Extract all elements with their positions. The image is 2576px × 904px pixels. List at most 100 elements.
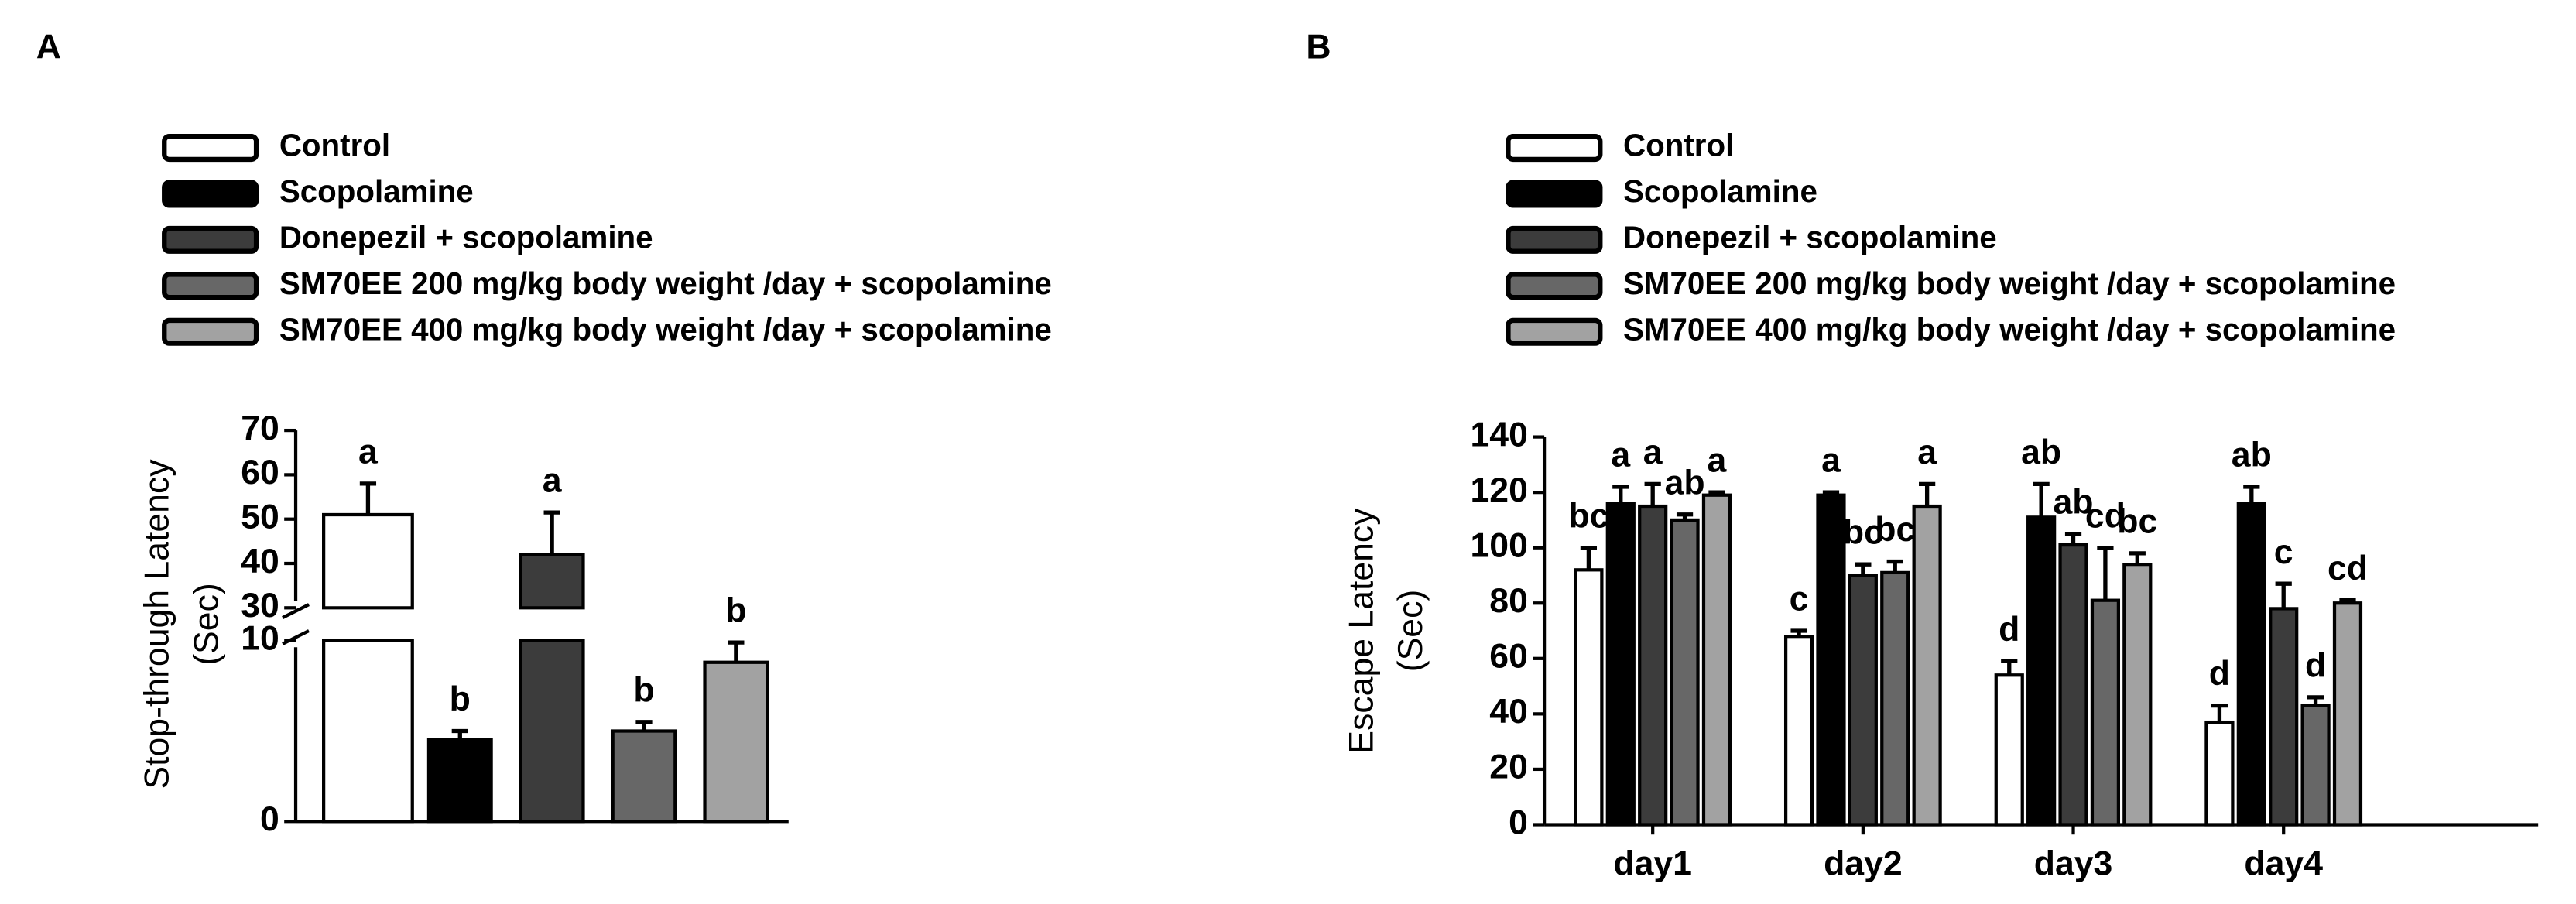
- x-tick-label: day4: [2244, 844, 2323, 882]
- bar: [1816, 493, 1846, 827]
- error-bar: [1580, 546, 1598, 570]
- bar: [611, 729, 677, 824]
- bar: [1670, 518, 1700, 827]
- y-tick-label: 50: [241, 498, 279, 536]
- data-label: b: [725, 592, 746, 630]
- legend-label: Donepezil + scopolamine: [279, 220, 653, 255]
- data-label: a: [1821, 442, 1841, 480]
- y-axis-label: Escape Latency: [1342, 508, 1380, 754]
- bar: [519, 553, 585, 824]
- error-bar: [543, 510, 560, 555]
- legend-label: Control: [279, 128, 390, 163]
- axis-break: [282, 603, 310, 645]
- y-tick-label: 60: [241, 454, 279, 491]
- error-bar: [2243, 485, 2260, 504]
- error-bar: [359, 481, 377, 515]
- error-bar: [1855, 562, 1872, 576]
- data-label: bc: [1875, 511, 1915, 549]
- data-label: bc: [1568, 497, 1608, 535]
- error-bar: [2033, 481, 2050, 518]
- error-bar: [2064, 532, 2082, 546]
- legend-label: Scopolamine: [279, 173, 474, 209]
- bar: [426, 738, 493, 824]
- bar: [2236, 502, 2266, 827]
- data-label: cd: [2328, 550, 2368, 587]
- data-label: bc: [1843, 514, 1883, 552]
- data-label: a: [358, 433, 379, 471]
- y-tick-label: 70: [241, 409, 279, 447]
- bar: [1848, 574, 1878, 827]
- bar: [1574, 568, 1604, 827]
- error-bar: [1919, 481, 1936, 507]
- bar: [1783, 635, 1814, 827]
- x-tick-label: day1: [1613, 844, 1692, 882]
- error-bar: [2097, 546, 2114, 601]
- bar: [2300, 704, 2331, 827]
- data-label: c: [1790, 580, 1809, 618]
- legend-swatch: [1506, 225, 1603, 254]
- data-label: a: [1611, 437, 1631, 474]
- bar: [2058, 543, 2088, 827]
- panel-label: A: [36, 28, 61, 66]
- x-tick-label: day2: [1824, 844, 1903, 882]
- data-label: d: [1999, 611, 2019, 649]
- error-bar: [2211, 703, 2228, 723]
- data-label: ab: [2054, 483, 2094, 521]
- y-axis-label: (Sec): [187, 583, 225, 665]
- error-bar: [2129, 551, 2146, 565]
- y-tick-label: 10: [241, 620, 279, 658]
- legend-swatch: [162, 317, 259, 346]
- bar: [703, 660, 769, 824]
- bar: [1912, 504, 1942, 827]
- data-label: bc: [2117, 502, 2157, 540]
- legend-swatch: [162, 225, 259, 254]
- data-label: d: [2305, 646, 2326, 684]
- legend-label: SM70EE 200 mg/kg body weight /day + scop…: [1623, 265, 2396, 301]
- y-tick-label: 100: [1471, 526, 1528, 564]
- legend-swatch: [162, 180, 259, 208]
- legend-swatch: [1506, 317, 1603, 346]
- bar: [2332, 601, 2363, 827]
- bar: [1880, 570, 1910, 827]
- data-label: a: [1708, 442, 1728, 480]
- legend-label: SM70EE 400 mg/kg body weight /day + scop…: [279, 311, 1052, 347]
- error-bar: [2001, 659, 2018, 676]
- bar: [1605, 502, 1636, 827]
- y-tick-label: 30: [241, 587, 279, 625]
- data-label: a: [543, 462, 563, 500]
- bar: [2026, 515, 2057, 827]
- data-label: ab: [2021, 433, 2061, 471]
- legend-swatch: [1506, 272, 1603, 300]
- error-bar: [1886, 559, 1903, 573]
- data-label: cd: [2085, 497, 2126, 535]
- bar: [2269, 607, 2299, 827]
- y-axis-label: (Sec): [1392, 590, 1430, 672]
- bar: [322, 512, 414, 824]
- error-bar: [2275, 581, 2292, 609]
- legend-label: SM70EE 400 mg/kg body weight /day + scop…: [1623, 311, 2396, 347]
- legend-label: SM70EE 200 mg/kg body weight /day + scop…: [279, 265, 1052, 301]
- y-tick-label: 80: [1489, 582, 1528, 620]
- y-tick-label: 0: [260, 800, 279, 838]
- error-bar: [1612, 485, 1629, 504]
- legend-label: Control: [1623, 128, 1734, 163]
- data-label: b: [633, 671, 654, 709]
- bar: [1638, 504, 1668, 827]
- bar: [1701, 493, 1732, 827]
- bar: [1994, 673, 2024, 827]
- error-bar: [1644, 481, 1661, 507]
- x-tick-label: day3: [2034, 844, 2113, 882]
- bar: [2122, 563, 2153, 827]
- y-tick-label: 40: [1489, 693, 1528, 731]
- legend-swatch: [162, 133, 259, 163]
- y-axis-label: Stop-through Latency: [139, 459, 176, 789]
- y-tick-label: 140: [1471, 416, 1528, 454]
- data-label: a: [1917, 433, 1937, 471]
- y-tick-label: 120: [1471, 471, 1528, 509]
- data-label: ab: [2232, 437, 2272, 474]
- y-tick-label: 0: [1509, 803, 1528, 841]
- data-label: d: [2209, 655, 2230, 693]
- panel-label: B: [1306, 28, 1331, 66]
